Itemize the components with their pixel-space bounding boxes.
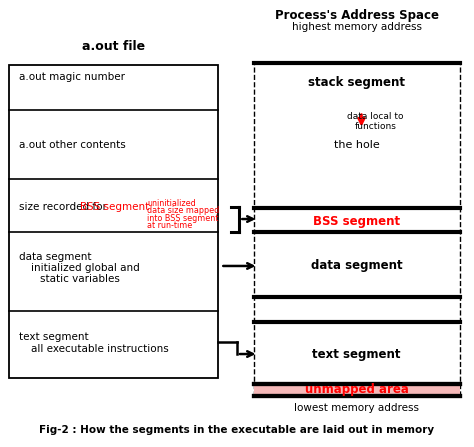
Text: into BSS segment: into BSS segment [147,214,219,223]
Text: data segment: data segment [19,252,91,262]
Text: uninitialized: uninitialized [147,199,196,208]
Text: lowest memory address: lowest memory address [294,403,419,413]
Text: Fig-2 : How the segments in the executable are laid out in memory: Fig-2 : How the segments in the executab… [39,425,435,435]
Text: data size mapped: data size mapped [147,207,219,215]
Bar [9,65,218,378]
Text: the hole: the hole [334,140,380,150]
Text: highest memory address: highest memory address [292,22,422,32]
Text: size recorded for: size recorded for [19,202,110,211]
Text: a.out magic number: a.out magic number [19,72,125,82]
Text: initialized global and: initialized global and [31,263,139,273]
Text: stack segment: stack segment [308,76,405,89]
Text: Process's Address Space: Process's Address Space [275,9,439,22]
Bar [254,384,460,396]
Text: at run-time: at run-time [147,221,192,230]
Text: BSS segment: BSS segment [313,215,400,228]
Text: a.out file: a.out file [82,40,146,54]
Text: static variables: static variables [40,274,120,284]
Text: BSS segment: BSS segment [80,202,149,211]
Text: data segment: data segment [311,259,402,273]
Text: unmapped area: unmapped area [305,383,409,396]
Text: data local to: data local to [347,112,404,121]
Text: all executable instructions: all executable instructions [31,344,169,354]
Text: text segment: text segment [19,333,89,342]
Text: text segment: text segment [312,347,401,361]
Text: functions: functions [355,122,397,131]
Text: a.out other contents: a.out other contents [19,140,126,150]
